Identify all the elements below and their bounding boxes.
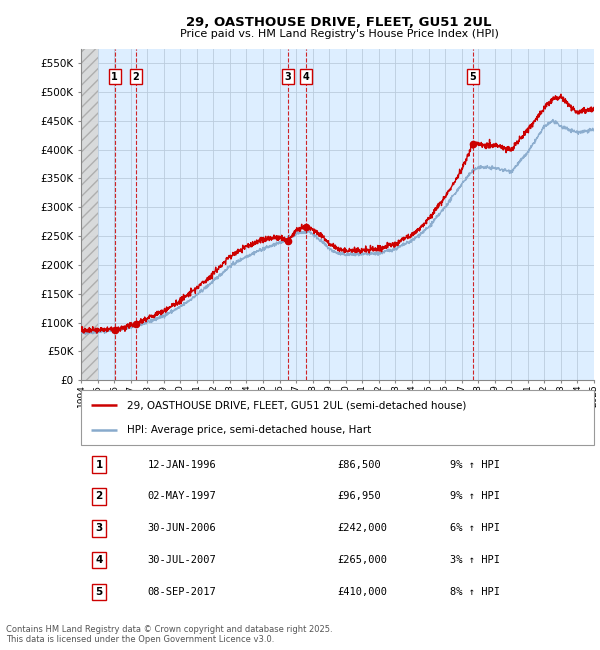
Text: 12-JAN-1996: 12-JAN-1996: [148, 460, 217, 469]
Text: 9% ↑ HPI: 9% ↑ HPI: [451, 460, 500, 469]
Text: 3: 3: [95, 523, 103, 534]
Text: HPI: Average price, semi-detached house, Hart: HPI: Average price, semi-detached house,…: [127, 425, 371, 435]
Text: 2: 2: [133, 72, 139, 82]
Text: 3: 3: [284, 72, 291, 82]
Text: £242,000: £242,000: [337, 523, 388, 534]
Text: 30-JUN-2006: 30-JUN-2006: [148, 523, 217, 534]
Text: £410,000: £410,000: [337, 587, 388, 597]
Text: 5: 5: [470, 72, 476, 82]
Text: 6% ↑ HPI: 6% ↑ HPI: [451, 523, 500, 534]
Text: 1: 1: [95, 460, 103, 469]
FancyBboxPatch shape: [81, 390, 594, 445]
Text: 29, OASTHOUSE DRIVE, FLEET, GU51 2UL: 29, OASTHOUSE DRIVE, FLEET, GU51 2UL: [186, 16, 492, 29]
Text: Price paid vs. HM Land Registry's House Price Index (HPI): Price paid vs. HM Land Registry's House …: [179, 29, 499, 39]
Text: 9% ↑ HPI: 9% ↑ HPI: [451, 491, 500, 502]
Text: 4: 4: [95, 555, 103, 566]
Text: 2: 2: [95, 491, 103, 502]
Text: Contains HM Land Registry data © Crown copyright and database right 2025.: Contains HM Land Registry data © Crown c…: [6, 625, 332, 634]
Text: This data is licensed under the Open Government Licence v3.0.: This data is licensed under the Open Gov…: [6, 634, 274, 644]
Text: 02-MAY-1997: 02-MAY-1997: [148, 491, 217, 502]
Text: 8% ↑ HPI: 8% ↑ HPI: [451, 587, 500, 597]
Text: 3% ↑ HPI: 3% ↑ HPI: [451, 555, 500, 566]
Text: 08-SEP-2017: 08-SEP-2017: [148, 587, 217, 597]
Text: 30-JUL-2007: 30-JUL-2007: [148, 555, 217, 566]
Text: £86,500: £86,500: [337, 460, 381, 469]
Text: 5: 5: [95, 587, 103, 597]
Bar: [81, 49, 98, 380]
Text: £265,000: £265,000: [337, 555, 388, 566]
Text: 29, OASTHOUSE DRIVE, FLEET, GU51 2UL (semi-detached house): 29, OASTHOUSE DRIVE, FLEET, GU51 2UL (se…: [127, 400, 467, 410]
Text: 4: 4: [302, 72, 309, 82]
Text: 1: 1: [112, 72, 118, 82]
Text: £96,950: £96,950: [337, 491, 381, 502]
